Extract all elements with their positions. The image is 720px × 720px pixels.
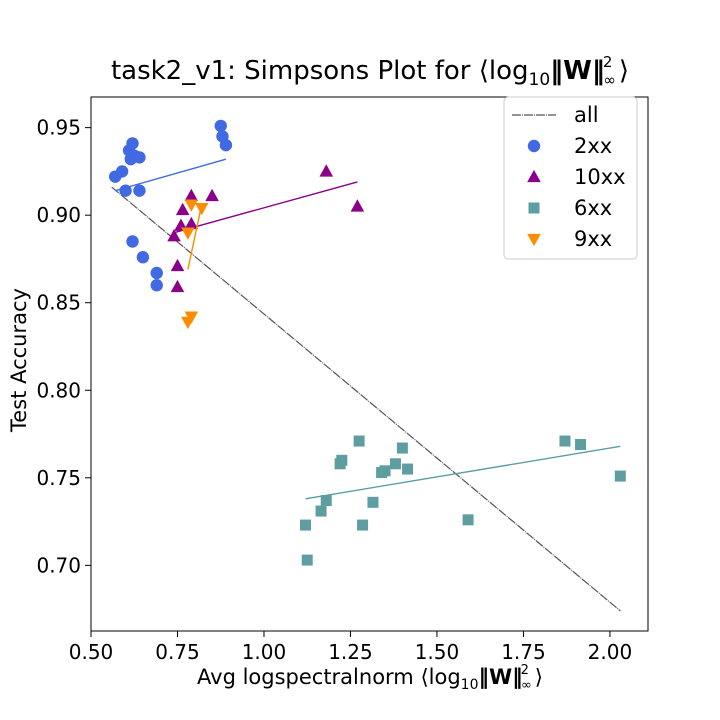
series-9xx <box>181 199 209 330</box>
y-tick-label-2: 0.80 <box>36 378 81 402</box>
fit-line-9xx <box>187 204 203 270</box>
fit-line-2xx <box>115 158 227 192</box>
x-axis-label: Avg logspectralnorm ⟨log10‖W‖2 ∞ ⟩ <box>197 663 543 693</box>
x-tick-label-1: 0.75 <box>155 640 200 664</box>
legend-label-6xx: 6xx <box>574 196 612 220</box>
legend: all 2xx 10xx 6xx 9xx <box>503 96 638 260</box>
data-point-6xx-15 <box>559 435 571 447</box>
xlabel-superscript: 2 <box>521 663 529 678</box>
data-point-6xx-10 <box>379 465 391 477</box>
data-point-10xx-1 <box>170 258 185 272</box>
data-point-2xx-12 <box>150 279 163 292</box>
fit-line-6xx <box>305 445 621 500</box>
x-tick-label-0: 0.50 <box>69 640 114 664</box>
data-point-10xx-7 <box>205 188 219 202</box>
y-axis-ticks: 0.70 0.75 0.80 0.85 0.90 0.95 <box>36 116 91 577</box>
x-tick-label-4: 1.50 <box>415 640 460 664</box>
legend-label-10xx: 10xx <box>574 165 626 189</box>
y-tick-label-5: 0.95 <box>36 116 81 140</box>
data-point-6xx-8 <box>367 496 379 508</box>
y-tick-label-1: 0.75 <box>36 466 81 490</box>
legend-box <box>503 96 638 260</box>
data-point-6xx-0 <box>299 519 311 531</box>
all-trend-line <box>111 186 621 612</box>
legend-sample-9xx <box>527 233 541 247</box>
data-point-6xx-7 <box>357 519 369 531</box>
title-superscript: 2 <box>603 53 613 71</box>
data-point-6xx-11 <box>389 458 401 470</box>
data-point-10xx-6 <box>184 216 199 230</box>
data-point-2xx-8 <box>133 184 146 197</box>
data-point-9xx-1 <box>184 311 199 324</box>
chart-title: task2_v1: Simpsons Plot for ⟨log10‖W‖2 ∞ ⟩ <box>111 53 629 90</box>
x-tick-label-6: 2.00 <box>588 640 633 664</box>
data-point-6xx-17 <box>614 470 626 482</box>
data-point-10xx-2 <box>170 279 185 293</box>
legend-label-2xx: 2xx <box>574 134 612 158</box>
series-10xx <box>167 164 365 293</box>
y-tick-label-4: 0.90 <box>36 203 81 227</box>
legend-label-9xx: 9xx <box>574 227 612 251</box>
data-point-2xx-13 <box>214 119 227 133</box>
data-point-2xx-5 <box>126 137 139 150</box>
legend-sample-6xx <box>528 202 540 214</box>
x-tick-label-3: 1.25 <box>328 640 373 664</box>
data-point-6xx-3 <box>320 495 332 507</box>
x-axis-ticks: 0.50 0.75 1.00 1.25 1.50 1.75 2.00 <box>69 631 632 664</box>
data-point-6xx-1 <box>301 554 313 566</box>
data-point-6xx-12 <box>396 442 408 454</box>
axes-frame <box>90 96 649 632</box>
xlabel-main: Avg logspectralnorm ⟨log <box>197 665 461 689</box>
data-point-6xx-13 <box>402 463 414 475</box>
data-point-6xx-16 <box>575 439 587 451</box>
data-point-10xx-9 <box>350 199 365 212</box>
title-main: task2_v1: Simpsons Plot for ⟨log <box>111 56 529 86</box>
y-tick-label-0: 0.70 <box>36 553 81 577</box>
data-point-2xx-1 <box>115 165 129 178</box>
x-tick-label-2: 1.00 <box>242 640 287 664</box>
data-point-9xx-3 <box>184 199 199 212</box>
series-6xx <box>299 435 626 566</box>
y-tick-label-3: 0.85 <box>36 291 81 315</box>
data-point-6xx-14 <box>462 514 474 526</box>
legend-label-all: all <box>574 103 599 127</box>
xlabel-subscript: 10 <box>461 677 479 693</box>
data-point-2xx-9 <box>126 235 139 248</box>
legend-sample-10xx <box>527 169 541 183</box>
xlabel-end: ⟩ <box>535 665 543 689</box>
data-point-10xx-4 <box>175 202 190 216</box>
xlabel-norm: ‖W‖ <box>478 665 522 690</box>
xlabel-subscript-infinity: ∞ <box>521 678 532 693</box>
data-point-9xx-4 <box>194 203 209 216</box>
x-tick-label-5: 1.75 <box>501 640 546 664</box>
data-point-10xx-0 <box>167 229 181 242</box>
data-point-2xx-11 <box>150 266 163 280</box>
data-point-6xx-5 <box>336 454 348 466</box>
data-point-2xx-15 <box>219 138 233 152</box>
y-axis-label: Test Accuracy <box>7 288 31 433</box>
title-subscript-infinity: ∞ <box>603 71 616 89</box>
data-point-10xx-5 <box>184 188 199 202</box>
data-point-6xx-2 <box>315 505 327 517</box>
data-point-10xx-8 <box>319 164 334 177</box>
fit-line-10xx <box>173 181 358 234</box>
data-point-6xx-6 <box>353 435 365 447</box>
title-end: ⟩ <box>619 56 629 86</box>
data-point-2xx-7 <box>133 151 146 164</box>
series-2xx <box>109 119 233 292</box>
data-point-2xx-10 <box>136 251 150 264</box>
data-point-9xx-2 <box>181 227 195 240</box>
data-point-2xx-2 <box>119 184 132 197</box>
title-norm: ‖W‖ <box>550 56 605 86</box>
title-subscript: 10 <box>529 70 551 90</box>
plot-area <box>109 119 626 612</box>
legend-sample-2xx <box>527 139 541 153</box>
